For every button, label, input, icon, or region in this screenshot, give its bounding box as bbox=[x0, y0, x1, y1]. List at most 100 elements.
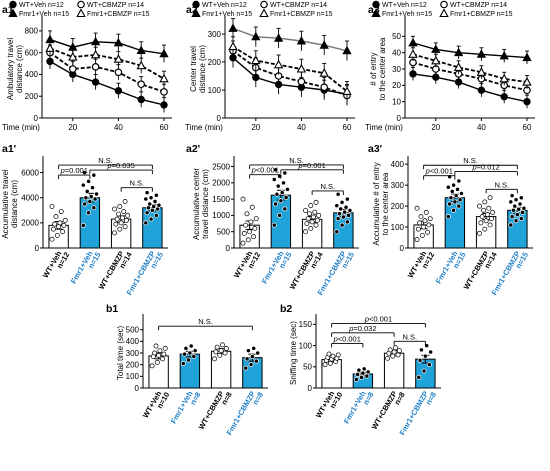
data-point bbox=[53, 214, 59, 220]
y-tick-label: 300 bbox=[391, 181, 405, 190]
data-point bbox=[122, 224, 128, 230]
data-point bbox=[148, 195, 154, 201]
legend-marker bbox=[439, 8, 449, 18]
y-tick-label: 200 bbox=[208, 58, 222, 67]
legend: WT+Veh n=12 WT+CBMZP n=14 Fmr1+Veh n=15 Fmr… bbox=[8, 0, 150, 18]
y-tick-label: 0 bbox=[34, 114, 39, 123]
data-point bbox=[419, 232, 425, 238]
y-tick-label: 500 bbox=[126, 325, 140, 334]
y-tick-label: 50 bbox=[392, 32, 401, 41]
data-point bbox=[188, 343, 194, 349]
data-point bbox=[243, 222, 249, 228]
data-point bbox=[153, 343, 159, 349]
data-point bbox=[253, 358, 259, 364]
data-point bbox=[91, 78, 100, 86]
data-point bbox=[144, 190, 150, 196]
y-tick-label: 20 bbox=[392, 81, 401, 90]
data-point bbox=[409, 70, 417, 78]
data-point bbox=[360, 370, 366, 376]
data-point bbox=[49, 204, 55, 209]
x-tick-label: 20 bbox=[251, 123, 260, 132]
data-point bbox=[490, 209, 496, 215]
data-point bbox=[313, 222, 319, 228]
data-point bbox=[453, 47, 464, 57]
data-point bbox=[305, 216, 311, 222]
data-point bbox=[244, 356, 250, 362]
y-tick-label: 0 bbox=[397, 114, 402, 123]
data-point bbox=[319, 40, 329, 49]
series-Fmr1+CBMZP bbox=[45, 40, 169, 87]
data-point bbox=[57, 220, 63, 226]
data-point bbox=[455, 186, 460, 192]
data-point bbox=[54, 232, 60, 238]
y-tick-label: 2000 bbox=[21, 219, 39, 228]
data-point bbox=[114, 87, 123, 95]
data-point bbox=[391, 349, 397, 355]
data-point bbox=[50, 226, 56, 232]
data-point bbox=[113, 54, 124, 63]
data-point bbox=[314, 217, 320, 223]
data-point bbox=[477, 230, 482, 236]
data-point bbox=[523, 97, 531, 106]
data-point bbox=[418, 347, 424, 353]
data-point bbox=[499, 50, 509, 60]
p-value: <0.001 bbox=[338, 334, 361, 343]
series-line bbox=[232, 27, 348, 52]
significance-bracket: p=0.001 bbox=[58, 166, 91, 180]
panel-a2p: 0 500 1000 1500 2000 2500 Accumulative center t… bbox=[186, 143, 359, 297]
legend-label: WT+Veh n=12 bbox=[19, 2, 64, 9]
significance-bracket: N.S. bbox=[58, 156, 153, 170]
data-point bbox=[303, 208, 308, 213]
data-point bbox=[62, 217, 68, 223]
significance-label: p=0.012 bbox=[471, 163, 499, 172]
x-axis-label: Time (min) bbox=[185, 123, 223, 132]
legend-label: Fmr1+CBMZP n=15 bbox=[270, 11, 333, 18]
data-point bbox=[408, 37, 418, 47]
data-point bbox=[283, 195, 289, 200]
data-point bbox=[154, 359, 160, 365]
data-point bbox=[387, 347, 393, 353]
legend-label: Fmr1+Veh n=15 bbox=[202, 11, 252, 18]
legend-marker bbox=[192, 0, 200, 9]
data-point bbox=[416, 374, 422, 380]
p-value: =0.001 bbox=[303, 161, 326, 170]
legend-label: Fmr1+Veh n=15 bbox=[382, 11, 432, 18]
data-point bbox=[251, 345, 257, 351]
data-point bbox=[187, 350, 193, 356]
significance-bracket: p<0.001 bbox=[331, 315, 426, 328]
data-point bbox=[508, 222, 514, 228]
series-line bbox=[49, 38, 165, 55]
series-Fmr1+Veh bbox=[228, 18, 352, 61]
data-point bbox=[335, 191, 341, 197]
data-point bbox=[69, 65, 77, 73]
y-tick-label: 100 bbox=[126, 372, 140, 381]
data-point bbox=[243, 365, 249, 371]
series-WT+Veh bbox=[46, 53, 168, 113]
significance-label: N.S. bbox=[494, 180, 509, 189]
data-point bbox=[414, 237, 420, 243]
data-point bbox=[453, 62, 464, 71]
significance-label: p<0.001 bbox=[251, 166, 279, 175]
data-point bbox=[422, 353, 428, 359]
data-point bbox=[392, 345, 398, 351]
data-point bbox=[445, 184, 451, 190]
data-point bbox=[212, 356, 217, 362]
significance-bracket: N.S. bbox=[120, 179, 153, 192]
data-point bbox=[334, 229, 340, 235]
x-tick-label: 40 bbox=[114, 123, 123, 132]
y-axis-label: travel distance (cm) bbox=[201, 169, 210, 239]
significance-bracket: p<0.001 bbox=[331, 334, 364, 348]
data-point bbox=[80, 222, 86, 228]
significance-label: p<0.001 bbox=[425, 167, 453, 176]
data-point bbox=[92, 196, 98, 202]
legend-label: WT+Veh n=12 bbox=[202, 2, 247, 9]
data-point bbox=[87, 199, 93, 204]
data-point bbox=[396, 348, 402, 354]
data-point bbox=[49, 236, 55, 242]
